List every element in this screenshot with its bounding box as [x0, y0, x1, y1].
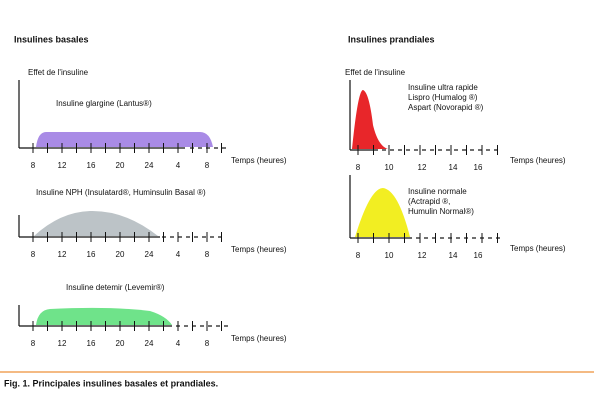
tick-label: 8: [205, 339, 210, 348]
panel-label: Insuline normale: [408, 187, 467, 196]
tick-label: 24: [145, 339, 154, 348]
tick-label: 20: [116, 339, 125, 348]
left-title: Insulines basales: [14, 34, 89, 44]
panel-label: Insuline detemir (Levemir®): [66, 283, 165, 292]
curve-nph: [34, 210, 158, 236]
x-label: Temps (heures): [510, 244, 566, 253]
tick-label: 14: [449, 163, 458, 172]
axis: [18, 305, 172, 327]
tick-label: 10: [385, 251, 394, 260]
tick-label: 8: [31, 339, 36, 348]
right-title: Insulines prandiales: [348, 34, 435, 44]
tick-label: 4: [176, 339, 181, 348]
tick-label: 8: [31, 250, 36, 259]
x-label: Temps (heures): [231, 245, 287, 254]
panel-label: Lispro (Humalog ®): [408, 93, 478, 102]
axis: [18, 215, 160, 238]
tick-label: 8: [205, 250, 210, 259]
tick-label: 16: [87, 250, 96, 259]
tick-label: 12: [58, 250, 67, 259]
x-label: Temps (heures): [510, 156, 566, 165]
tick-label: 8: [31, 161, 36, 170]
panel-label: Insuline glargine (Lantus®): [56, 99, 152, 108]
tick-label: 4: [176, 250, 181, 259]
tick-label: 8: [205, 161, 210, 170]
tick-label: 10: [385, 163, 394, 172]
curve-rapid: [352, 90, 388, 149]
tick-label: 14: [449, 251, 458, 260]
caption: Fig. 1. Principales insulines basales et…: [4, 378, 218, 388]
tick-label: 16: [474, 163, 483, 172]
tick-label: 8: [356, 163, 361, 172]
x-label: Temps (heures): [231, 156, 287, 165]
panel-label: Humulin Normal®): [408, 207, 474, 216]
y-label: Effet de l'insuline: [345, 68, 406, 77]
curve-regular: [355, 188, 410, 237]
curve-detemir: [36, 307, 172, 325]
axis: [349, 175, 412, 239]
curve-glargine: [36, 132, 213, 147]
panel-label: Insuline ultra rapide: [408, 83, 478, 92]
tick-label: 20: [116, 161, 125, 170]
tick-label: 24: [145, 250, 154, 259]
y-label: Effet de l'insuline: [28, 68, 89, 77]
x-label: Temps (heures): [231, 334, 287, 343]
panel-label: Insuline NPH (Insulatard®, Huminsulin Ba…: [36, 188, 206, 197]
tick-label: 16: [87, 161, 96, 170]
tick-label: 4: [176, 161, 181, 170]
tick-label: 16: [474, 251, 483, 260]
tick-label: 12: [58, 161, 67, 170]
tick-label: 16: [87, 339, 96, 348]
tick-label: 12: [418, 251, 427, 260]
panel-label: Aspart (Novorapid ®): [408, 103, 484, 112]
axis: [18, 80, 185, 149]
panel-label: (Actrapid ®,: [408, 197, 450, 206]
tick-label: 12: [418, 163, 427, 172]
tick-label: 24: [145, 161, 154, 170]
tick-label: 20: [116, 250, 125, 259]
tick-label: 8: [356, 251, 361, 260]
tick-label: 12: [58, 339, 67, 348]
